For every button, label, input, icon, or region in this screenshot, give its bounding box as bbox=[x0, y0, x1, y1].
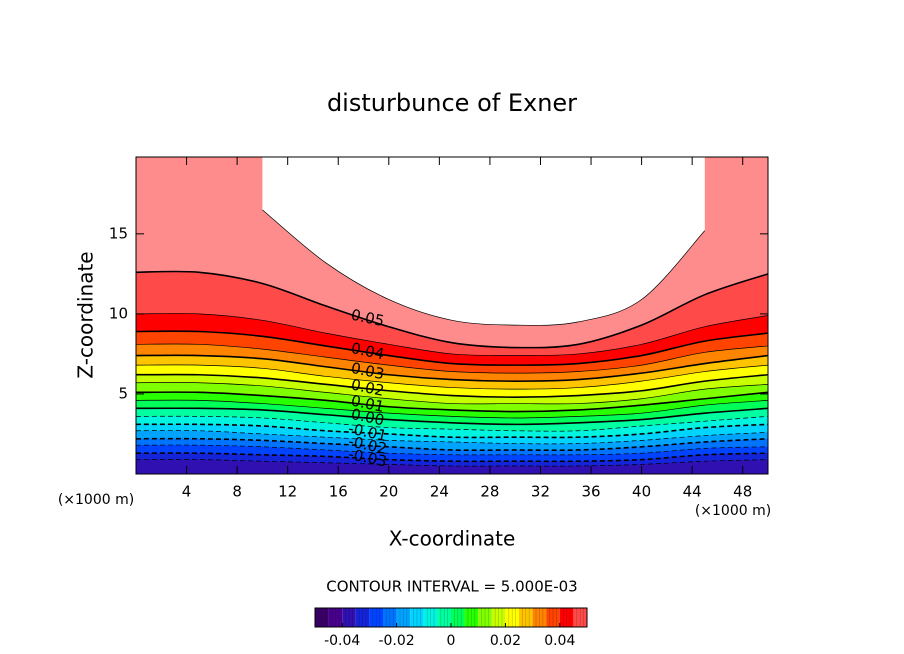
contour-fill bbox=[136, 459, 768, 474]
contour-line bbox=[136, 382, 768, 405]
plot-frame bbox=[135, 156, 769, 475]
contour-line bbox=[136, 270, 768, 349]
contour-interval: CONTOUR INTERVAL = 5.000E-03 bbox=[326, 578, 577, 596]
x-tick-label: 28 bbox=[480, 483, 499, 501]
y-tick-label: 5 bbox=[118, 384, 128, 402]
colorbar-band bbox=[383, 608, 397, 627]
x-tick-label: 12 bbox=[278, 483, 297, 501]
x-unit-label: (×1000 m) bbox=[58, 492, 134, 508]
x-tick-label: 36 bbox=[581, 483, 600, 501]
colorbar-tick-label: 0.02 bbox=[490, 633, 521, 649]
colorbar-band bbox=[573, 608, 587, 627]
contour-line bbox=[136, 313, 768, 356]
contour-fill bbox=[262, 157, 705, 326]
colorbar-band bbox=[451, 608, 465, 627]
contour-line bbox=[136, 444, 768, 456]
contour-line bbox=[136, 330, 768, 366]
contour-line bbox=[136, 437, 768, 452]
colorbar-band bbox=[546, 608, 560, 627]
chart-title: disturbunce of Exner bbox=[327, 89, 577, 117]
contour-line bbox=[262, 209, 706, 326]
colorbar-band bbox=[478, 608, 492, 627]
x-tick-label: 32 bbox=[531, 483, 550, 501]
colorbar-tick-label: 0 bbox=[447, 633, 456, 649]
contour-line bbox=[136, 373, 768, 398]
colorbar-band bbox=[491, 608, 506, 627]
contour-line bbox=[136, 415, 768, 432]
x-tick-label: 24 bbox=[430, 483, 449, 501]
colorbar-band bbox=[464, 608, 479, 627]
x-tick-label: 48 bbox=[733, 483, 752, 501]
contour-line bbox=[136, 459, 768, 467]
colorbar-band bbox=[315, 608, 329, 627]
contour-line bbox=[136, 423, 768, 439]
colorbar-band bbox=[532, 608, 547, 627]
colorbar-tick-label: -0.04 bbox=[324, 633, 360, 649]
plot-area bbox=[136, 157, 768, 474]
x-axis-label: X-coordinate bbox=[389, 527, 516, 551]
x-tick-label: 20 bbox=[379, 483, 398, 501]
contour-line bbox=[136, 430, 768, 445]
x-tick-label: 16 bbox=[329, 483, 348, 501]
contour-line bbox=[136, 399, 768, 419]
colorbar-band bbox=[423, 608, 438, 627]
colorbar-band bbox=[355, 608, 370, 627]
contour-line bbox=[136, 391, 768, 413]
y-tick-label: 10 bbox=[109, 304, 128, 322]
y-tick-label: 15 bbox=[109, 224, 128, 242]
y-axis-label: Z-coordinate bbox=[74, 251, 98, 378]
contour-line bbox=[136, 343, 768, 374]
x-tick-label: 44 bbox=[683, 483, 702, 501]
colorbar-band bbox=[559, 608, 574, 627]
colorbar-band bbox=[396, 608, 411, 627]
colorbar-band bbox=[519, 608, 533, 627]
colorbar-tick-label: 0.04 bbox=[544, 633, 575, 649]
colorbar-band bbox=[437, 608, 451, 627]
x-unit-label: (×1000 m) bbox=[695, 503, 771, 519]
contour-line bbox=[136, 364, 768, 390]
contour-line bbox=[136, 354, 768, 382]
contour-line bbox=[136, 452, 768, 463]
x-tick-label: 4 bbox=[182, 483, 192, 501]
colorbar-band bbox=[505, 608, 519, 627]
colorbar-band bbox=[328, 608, 343, 627]
colorbar-band bbox=[342, 608, 356, 627]
colorbar-band bbox=[410, 608, 424, 627]
colorbar-tick-label: -0.02 bbox=[378, 633, 414, 649]
contour-line bbox=[136, 407, 768, 426]
x-tick-label: 40 bbox=[632, 483, 651, 501]
x-tick-label: 8 bbox=[232, 483, 242, 501]
colorbar-band bbox=[369, 608, 383, 627]
